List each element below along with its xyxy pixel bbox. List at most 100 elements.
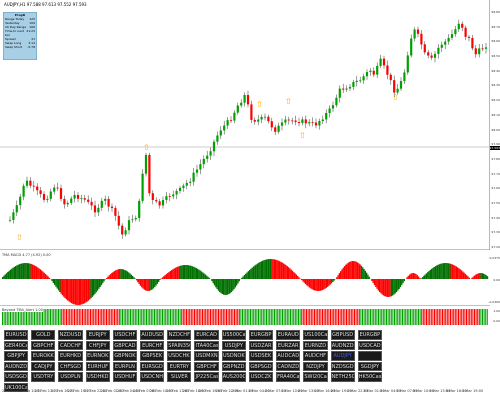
symbol-button-gbpsgd[interactable]: GBPSGD [248, 361, 274, 371]
symbol-button-uk100cash[interactable]: UK100Cash [4, 382, 29, 392]
symbol-button-eurgbp[interactable]: EURGBP [248, 330, 274, 340]
histogram-bar [320, 279, 322, 291]
symbol-button-gbpnok[interactable]: GBPNOK [112, 351, 138, 361]
symbol-button-us500cash[interactable]: US500Cash [221, 330, 246, 340]
symbol-button-nzdusd[interactable]: NZDUSD [58, 330, 83, 340]
symbol-button-eurusd[interactable]: EURUSD [4, 330, 29, 340]
time-axis-label: 3 Mar 13:00 [429, 389, 451, 393]
symbol-button-gbpnzd[interactable]: GBPNZD [221, 361, 246, 371]
symbol-button-gbpusd[interactable]: GBPUSD [330, 330, 355, 340]
symbol-button-eurzar[interactable]: EURZAR [276, 340, 301, 350]
symbol-button-eurpln[interactable]: EURPLN [112, 361, 138, 371]
candle-body [467, 36, 471, 38]
symbol-button-eursgd[interactable]: EURSGD [140, 361, 165, 371]
symbol-button-usdzar[interactable]: USDZAR [248, 340, 274, 350]
symbol-button-swi20cash[interactable]: SWI20Cash [303, 372, 328, 382]
symbol-button-audnzd[interactable]: AUDNZD [330, 340, 355, 350]
alert-bar [342, 309, 344, 325]
alert-bar [61, 309, 63, 325]
symbol-button-neth25cash[interactable]: NETH25Cash [330, 372, 355, 382]
symbol-button-nzdsgd[interactable]: NZDSGD [330, 361, 355, 371]
symbol-button-chfsgd[interactable]: CHFSGD [58, 361, 83, 371]
symbol-button-usdchf[interactable]: USDCHF [112, 330, 138, 340]
symbol-button-jp225cash[interactable]: JP225Cash [194, 372, 219, 382]
symbol-button-gold[interactable]: GOLD [31, 330, 56, 340]
symbol-button-audjpy[interactable]: AUDJPY [330, 351, 355, 361]
alert-bar [310, 309, 312, 325]
symbol-button-us100cash[interactable]: US100Cash [303, 330, 328, 340]
symbol-button-silver[interactable]: SILVER [167, 372, 192, 382]
symbol-button-usdcad[interactable]: USDCAD [357, 340, 382, 350]
symbol-button-euraud[interactable]: EURAUD [276, 330, 301, 340]
symbol-button-usdhkd[interactable]: USDHKD [85, 372, 110, 382]
symbol-button-chfjpy[interactable]: CHFJPY [85, 340, 110, 350]
alert-bar [350, 309, 352, 325]
candle-body [413, 29, 416, 39]
candle-body [117, 215, 120, 226]
symbol-button-usdczk[interactable]: USDCZK [248, 372, 274, 382]
symbol-button-ger40cash[interactable]: GER40Cash [4, 340, 29, 350]
symbol-button-gbpchf[interactable]: GBPCHF [194, 361, 219, 371]
symbol-button-eurgbp[interactable]: EURGBP [357, 330, 382, 340]
symbol-button-usdnok[interactable]: USDNOK [221, 351, 246, 361]
symbol-button-cadchf[interactable]: CADCHF [58, 340, 83, 350]
symbol-button-gbpjpy[interactable]: GBPJPY [4, 351, 29, 361]
candle-body [151, 193, 154, 201]
price-chart[interactable]: ⇧ ⇧ ⇧ ⇧ ⇧ ⇧ [0, 0, 490, 250]
symbol-button-gbpsek[interactable]: GBPSEK [140, 351, 165, 361]
symbol-button-hk50cash[interactable]: HK50Cash [357, 372, 382, 382]
symbol-button-eurnok[interactable]: EURNOK [85, 351, 110, 361]
symbol-button-usdtry[interactable]: USDTRY [31, 372, 56, 382]
symbol-button-cadnzd[interactable]: CADNZD [276, 361, 301, 371]
symbol-button-usdsgd[interactable]: USDSGD [4, 372, 29, 382]
time-axis-label: 2 Mar 13:00 [297, 389, 319, 393]
histogram-bar [94, 279, 96, 294]
symbol-button-sgdjpy[interactable]: SGDJPY [357, 361, 382, 371]
symbol-button-audcad[interactable]: AUDCAD [276, 351, 301, 361]
histogram-bar [371, 279, 373, 281]
symbol-button-eurtry[interactable]: EURTRY [167, 361, 192, 371]
symbol-button-eurjpy[interactable]: EURJPY [85, 330, 110, 340]
alert-bar [122, 309, 123, 325]
symbol-button-usdhuf[interactable]: USDHUF [112, 372, 138, 382]
alert-bar [131, 309, 133, 325]
alert-bar [328, 309, 330, 325]
symbol-button-ita40cash[interactable]: ITA40Cash [194, 340, 219, 350]
signal-arrow-icon: ⇧ [16, 233, 23, 242]
histogram-bar [120, 269, 122, 279]
symbol-button-eurcad[interactable]: EURCAD [194, 330, 219, 340]
symbol-button-gbpchf[interactable]: GBPCHF [31, 340, 56, 350]
symbol-button-usdpln[interactable]: USDPLN [58, 372, 83, 382]
symbol-button-audnzd[interactable]: AUDNZD [4, 361, 29, 371]
symbol-button-nzdjpy[interactable]: NZDJPY [303, 361, 328, 371]
histogram-bar [464, 273, 467, 279]
symbol-button-spain35cash[interactable]: SPAIN35Cash [167, 340, 192, 350]
symbol-button-audusd[interactable]: AUDUSD [140, 330, 165, 340]
symbol-button-usdmxn[interactable]: USDMXN [194, 351, 219, 361]
candle-body [308, 122, 311, 124]
symbol-button-usdjpy[interactable]: USDJPY [221, 340, 246, 350]
histogram-bar [390, 279, 392, 297]
symbol-button-usdchkk[interactable]: USDCHKK [167, 351, 192, 361]
symbol-button-fra40cash[interactable]: FRA40Cash [276, 372, 301, 382]
symbol-button-eurhuf[interactable]: EURHUF [85, 361, 110, 371]
symbol-button-cadjpy[interactable]: CADJPY [31, 361, 56, 371]
symbol-button-eurnzd[interactable]: EURNZD [303, 340, 328, 350]
histogram-bar [282, 263, 285, 279]
alert-bar [235, 309, 237, 325]
symbol-button-gbpcad[interactable]: GBPCAD [112, 340, 138, 350]
alert-bar [206, 309, 208, 325]
symbol-button-usdcnh[interactable]: USDCNH [140, 372, 165, 382]
symbol-button-usdsek[interactable]: USDSEK [248, 351, 274, 361]
alert-bar [192, 309, 194, 325]
symbol-button-aus200cash[interactable]: AUS200Cash [221, 372, 246, 382]
histogram-bar [169, 270, 171, 279]
alert-bar [410, 309, 411, 325]
symbol-button-nzdchf[interactable]: NZDCHF [167, 330, 192, 340]
symbol-button-audchf[interactable]: AUDCHF [303, 351, 328, 361]
symbol-button-eurokk[interactable]: EUROKK [31, 351, 56, 361]
alert-bar [58, 309, 59, 325]
symbol-button-eurhkd[interactable]: EURHKD [58, 351, 83, 361]
symbol-button-empty[interactable] [357, 351, 382, 361]
symbol-button-eurchf[interactable]: EURCHF [140, 340, 165, 350]
